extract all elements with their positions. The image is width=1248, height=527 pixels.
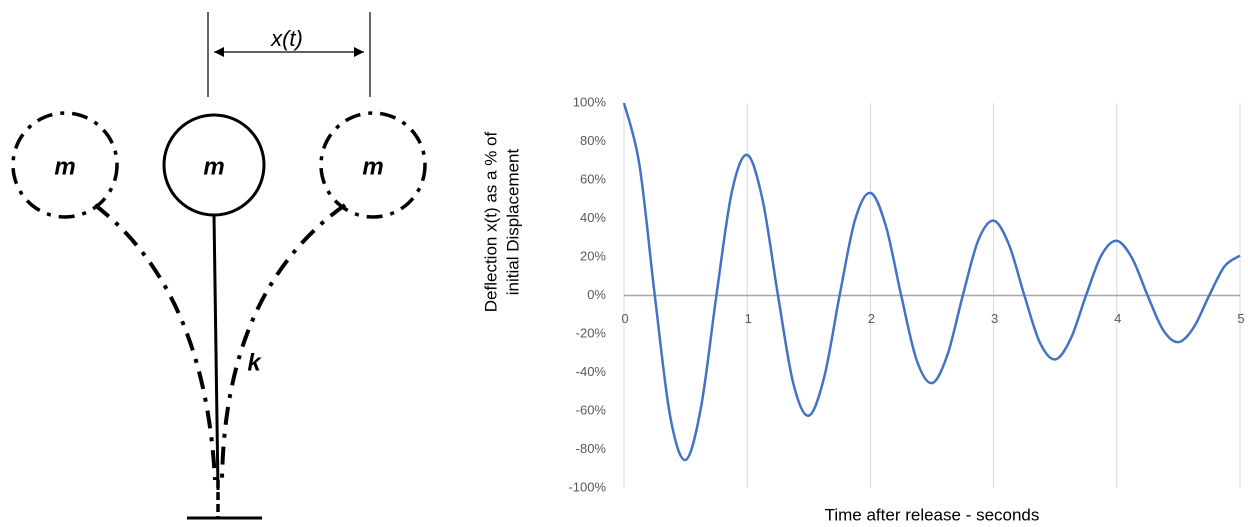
data-line (622, 102, 1241, 462)
mass-label: m (203, 153, 224, 180)
rod-dashed (93, 203, 217, 481)
mass-circle-dashed (319, 111, 427, 219)
x-tick-label: 3 (991, 311, 998, 326)
x-tick-label: 2 (868, 311, 875, 326)
x-tick-label: 1 (745, 311, 752, 326)
x-tick-label: 4 (1114, 311, 1121, 326)
y-tick-label: -60% (576, 402, 607, 417)
y-axis-title: Deflection x(t) as a % of (481, 131, 500, 312)
y-tick-label: 60% (580, 171, 606, 186)
y-tick-label: 0% (587, 287, 606, 302)
mass-label: m (362, 153, 383, 180)
x-tick-label: 5 (1237, 311, 1244, 326)
rod (212, 214, 220, 491)
y-axis-title: initial Displacement (503, 148, 522, 295)
dimension-label: x(t) (270, 26, 303, 51)
rod-dashed (220, 203, 347, 481)
y-tick-label: -100% (568, 479, 606, 494)
pendulum-diagram (11, 12, 427, 520)
y-tick-label: 20% (580, 248, 606, 263)
x-tick-label: 0 (621, 311, 628, 326)
y-tick-label: -20% (576, 325, 607, 340)
y-tick-label: -80% (576, 441, 607, 456)
y-tick-label: 80% (580, 133, 606, 148)
spring-label: k (247, 349, 262, 376)
mass-circle-dashed (11, 111, 119, 219)
mass-label: m (54, 153, 75, 180)
y-tick-label: 100% (573, 94, 607, 109)
x-axis-title: Time after release - seconds (825, 505, 1040, 524)
y-tick-label: 40% (580, 210, 606, 225)
y-tick-label: -40% (576, 364, 607, 379)
